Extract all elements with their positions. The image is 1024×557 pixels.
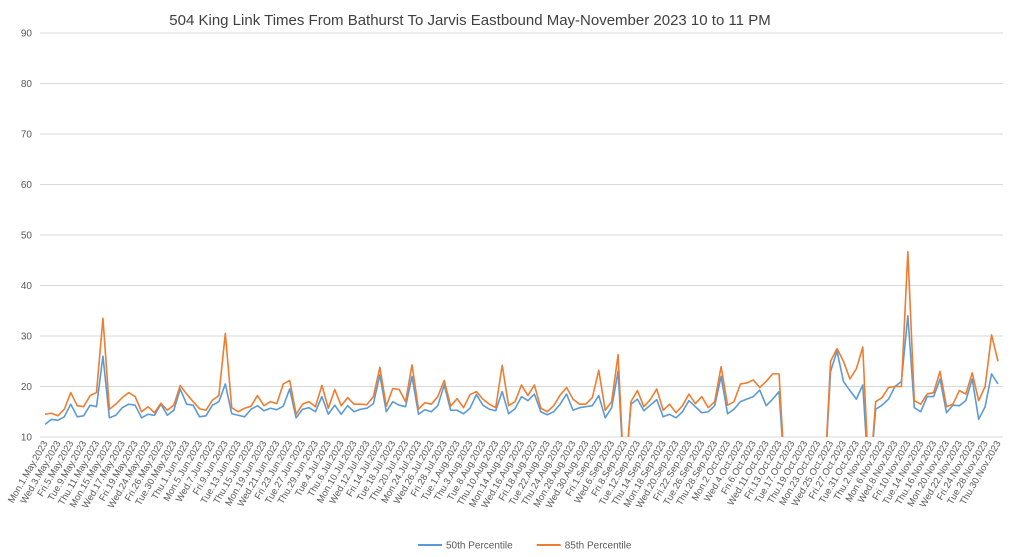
legend-label: 50th Percentile xyxy=(446,541,513,552)
chart-title: 504 King Link Times From Bathurst To Jar… xyxy=(169,12,770,29)
y-tick-label: 40 xyxy=(21,281,33,292)
y-tick-label: 50 xyxy=(21,231,33,242)
y-tick-label: 90 xyxy=(21,29,33,40)
series-line xyxy=(44,315,999,437)
y-tick-label: 70 xyxy=(21,130,33,141)
y-tick-label: 10 xyxy=(21,433,33,444)
y-tick-label: 80 xyxy=(21,79,33,90)
y-tick-label: 60 xyxy=(21,180,33,191)
y-tick-label: 20 xyxy=(21,382,33,393)
y-tick-label: 30 xyxy=(21,332,33,343)
series-line xyxy=(44,250,999,437)
legend-label: 85th Percentile xyxy=(565,541,632,552)
